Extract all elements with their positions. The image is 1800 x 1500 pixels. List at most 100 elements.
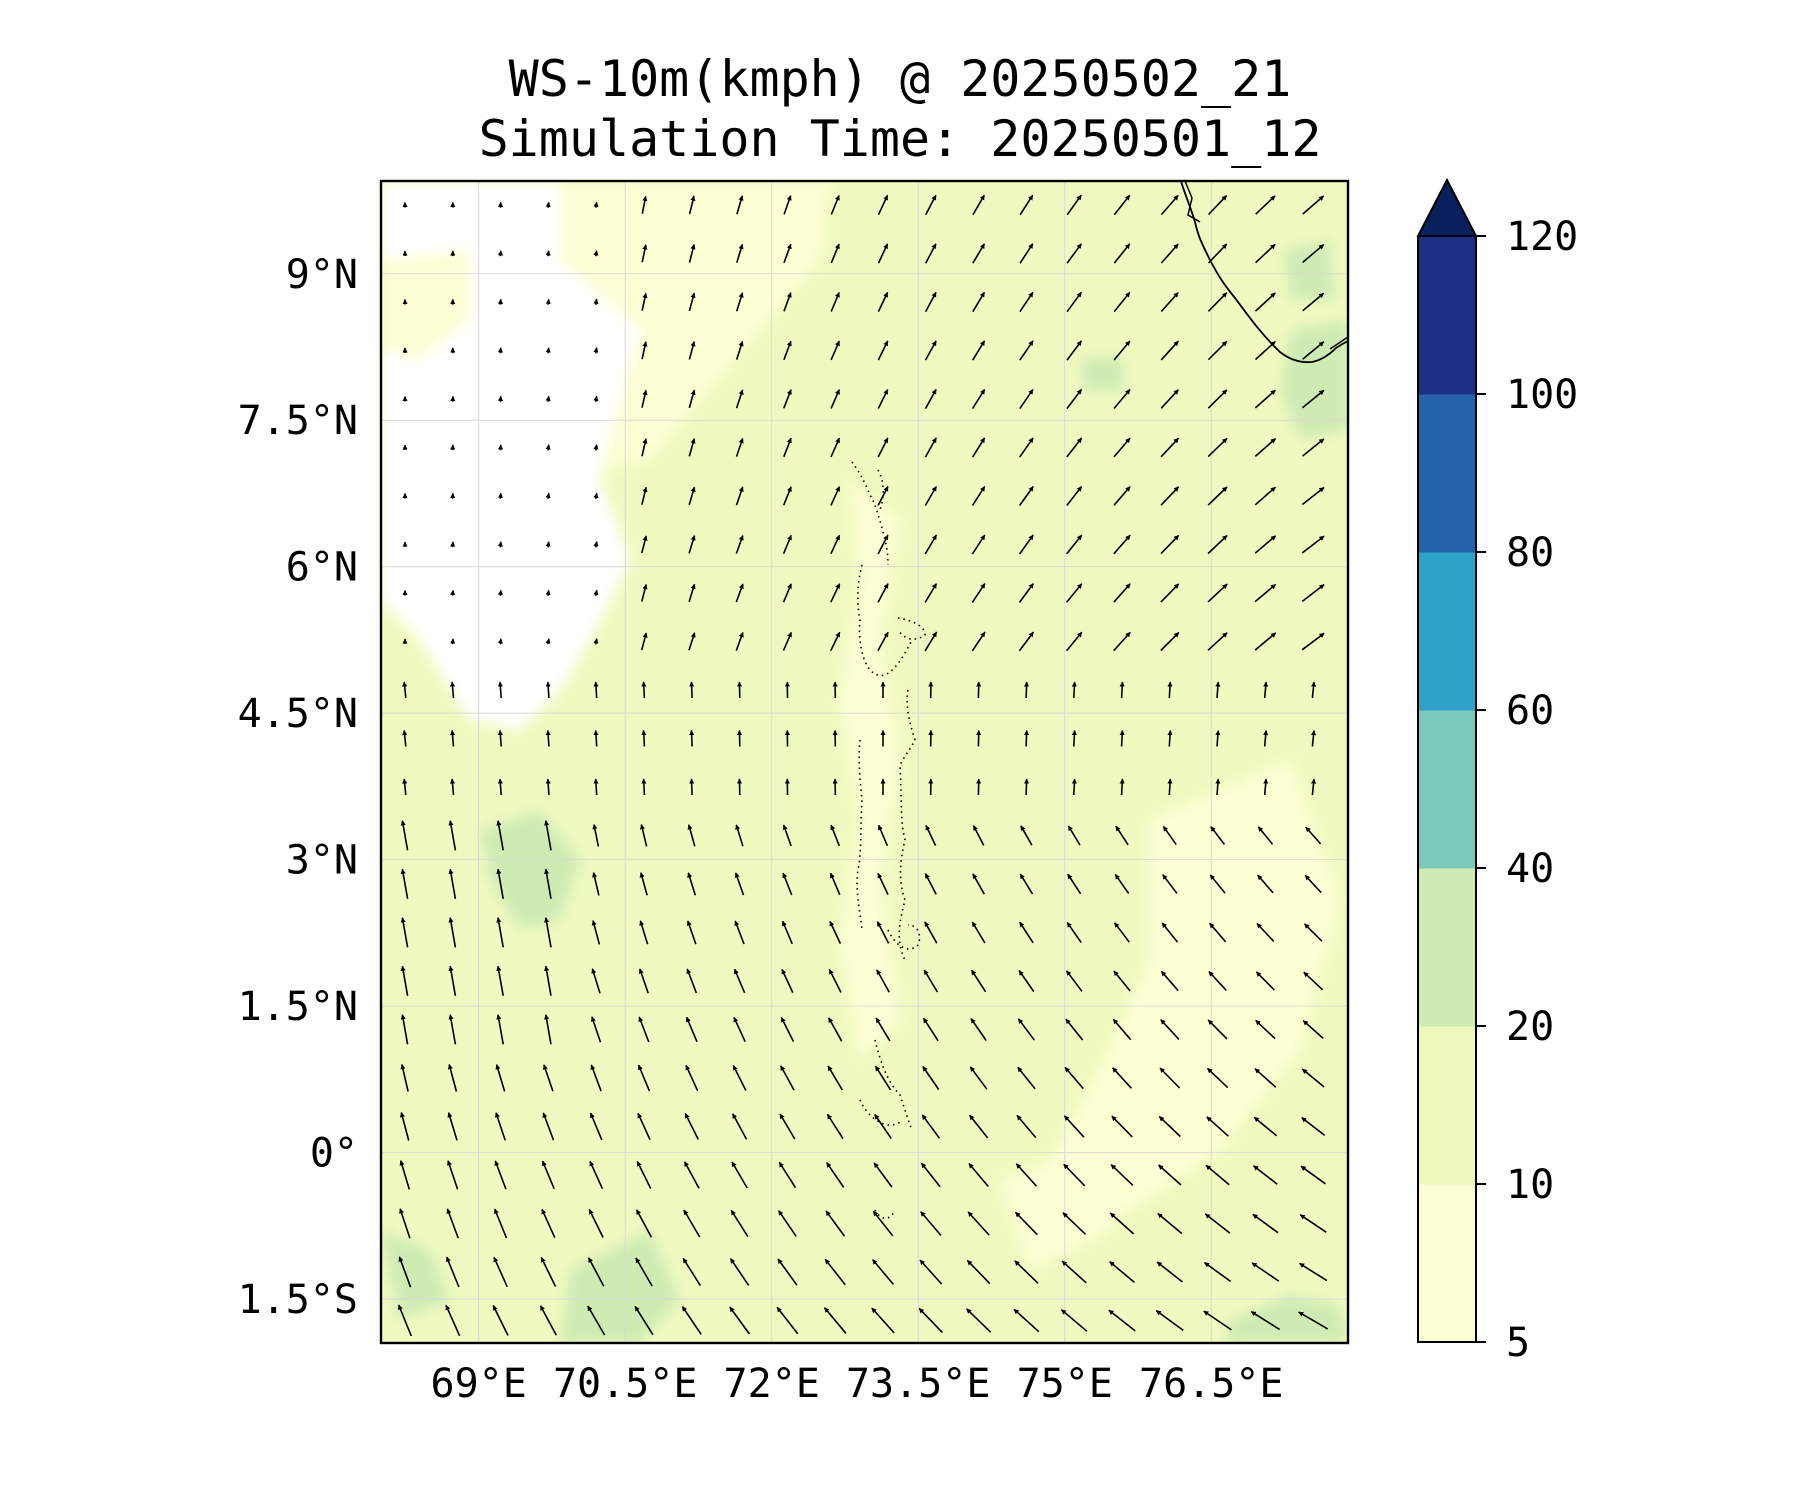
wind-arrow	[1160, 291, 1179, 313]
wind-arrow	[1113, 583, 1131, 603]
wind-arrow	[545, 778, 551, 796]
wind-arrow	[1250, 1310, 1281, 1331]
colorbar-tick-label: 120	[1506, 214, 1578, 260]
wind-arrow	[545, 638, 551, 645]
wind-arrow	[588, 1209, 604, 1238]
wind-arrow	[641, 778, 647, 796]
wind-arrow	[1303, 923, 1323, 942]
wind-arrow	[1310, 778, 1317, 796]
wind-arrow	[729, 1306, 751, 1335]
wind-arrow	[874, 1065, 892, 1091]
wind-arrow	[1167, 729, 1173, 747]
colorbar-segment	[1418, 710, 1476, 869]
wind-arrow	[590, 1064, 602, 1092]
wind-arrow	[593, 347, 599, 354]
wind-arrow	[877, 389, 889, 409]
map-panel: 9°N 7.5°N 6°N 4.5°N 3°N 1.5°N 0° 1.5°S 69°E 70.5…	[238, 179, 1350, 1407]
wind-arrow	[1161, 922, 1179, 943]
wind-arrow	[972, 194, 985, 216]
wind-arrow	[1207, 340, 1228, 361]
wind-arrow	[447, 1112, 458, 1141]
wind-arrow	[1263, 681, 1269, 699]
wind-arrow	[1206, 1067, 1229, 1089]
wind-arrow	[641, 244, 648, 263]
wind-arrow	[1160, 340, 1179, 361]
wind-arrow	[445, 1304, 461, 1337]
wind-arrow	[1066, 486, 1083, 506]
wind-arrow	[541, 1160, 555, 1190]
wind-arrow	[545, 298, 551, 305]
wind-arrow	[735, 632, 744, 651]
wind-arrow	[545, 444, 551, 451]
wind-arrow	[1252, 1213, 1279, 1234]
wind-arrow	[1115, 825, 1129, 846]
wind-arrow	[830, 486, 841, 506]
wind-arrow	[1019, 194, 1034, 216]
wind-arrow	[1066, 437, 1083, 458]
wind-arrow	[968, 1162, 989, 1188]
wind-arrow	[1066, 194, 1082, 216]
wind-arrow	[971, 486, 986, 506]
green-patch-ne-upper	[1285, 240, 1335, 300]
wind-arrow	[783, 292, 792, 312]
wind-arrow	[688, 389, 696, 409]
wind-arrow	[918, 1307, 943, 1334]
colorbar-tick-label: 100	[1506, 372, 1578, 418]
wind-arrow	[542, 1064, 554, 1092]
lat-tick-label: 6°N	[286, 545, 358, 591]
wind-arrow	[971, 631, 986, 652]
wind-arrow	[1215, 778, 1221, 796]
wind-arrow	[545, 201, 551, 208]
wind-arrow	[966, 1259, 991, 1285]
wind-arrow	[545, 681, 551, 699]
wind-arrow	[924, 534, 938, 555]
colorbar-segment	[1418, 1184, 1476, 1343]
wind-arrow	[688, 195, 696, 215]
wind-arrow	[641, 389, 648, 408]
wind-arrow	[1301, 632, 1325, 651]
wind-arrow	[593, 729, 599, 747]
wind-arrow	[972, 340, 986, 361]
wind-arrow	[1208, 971, 1227, 991]
wind-arrow	[448, 965, 457, 996]
wind-arrow	[972, 873, 985, 895]
wind-arrow	[968, 1114, 989, 1139]
wind-arrow	[545, 541, 551, 548]
lat-tick-label: 3°N	[286, 838, 358, 884]
wind-arrow	[1109, 1260, 1135, 1284]
wind-arrow	[1114, 873, 1130, 895]
wind-arrow	[545, 492, 551, 499]
wind-arrow	[496, 868, 504, 899]
wind-arrow	[1209, 874, 1226, 894]
wind-arrow	[687, 824, 696, 847]
wind-arrow	[967, 1211, 990, 1236]
map-title: WS-10m(kmph) @ 20250502_21	[508, 50, 1292, 108]
wind-arrow	[1207, 243, 1228, 264]
wind-arrow	[830, 340, 841, 361]
wind-arrow	[1254, 535, 1277, 554]
wind-arrow	[1066, 291, 1082, 313]
wind-arrow	[400, 917, 409, 948]
wind-arrow	[1113, 437, 1131, 458]
wind-arrow	[1071, 681, 1077, 699]
wind-arrow	[687, 872, 697, 896]
wind-arrow	[1060, 1309, 1088, 1332]
wind-arrow	[1112, 1018, 1132, 1041]
wind-arrow	[783, 195, 792, 215]
colorbar-segment	[1418, 394, 1476, 553]
wind-arrow	[1255, 243, 1276, 264]
wind-arrow	[1067, 825, 1081, 846]
wind-arrow	[545, 347, 551, 354]
wind-arrow	[971, 583, 986, 603]
wind-arrow	[779, 1113, 796, 1140]
wind-arrow	[1162, 874, 1178, 894]
wind-arrow	[735, 583, 744, 603]
green-patch-west	[480, 810, 580, 930]
wind-arrow	[635, 1209, 653, 1238]
atoll-ring-mid	[897, 617, 926, 640]
wind-arrow	[638, 968, 649, 994]
wind-arrow	[1310, 729, 1317, 747]
wind-arrow	[1210, 826, 1226, 845]
wind-arrow	[593, 444, 599, 451]
